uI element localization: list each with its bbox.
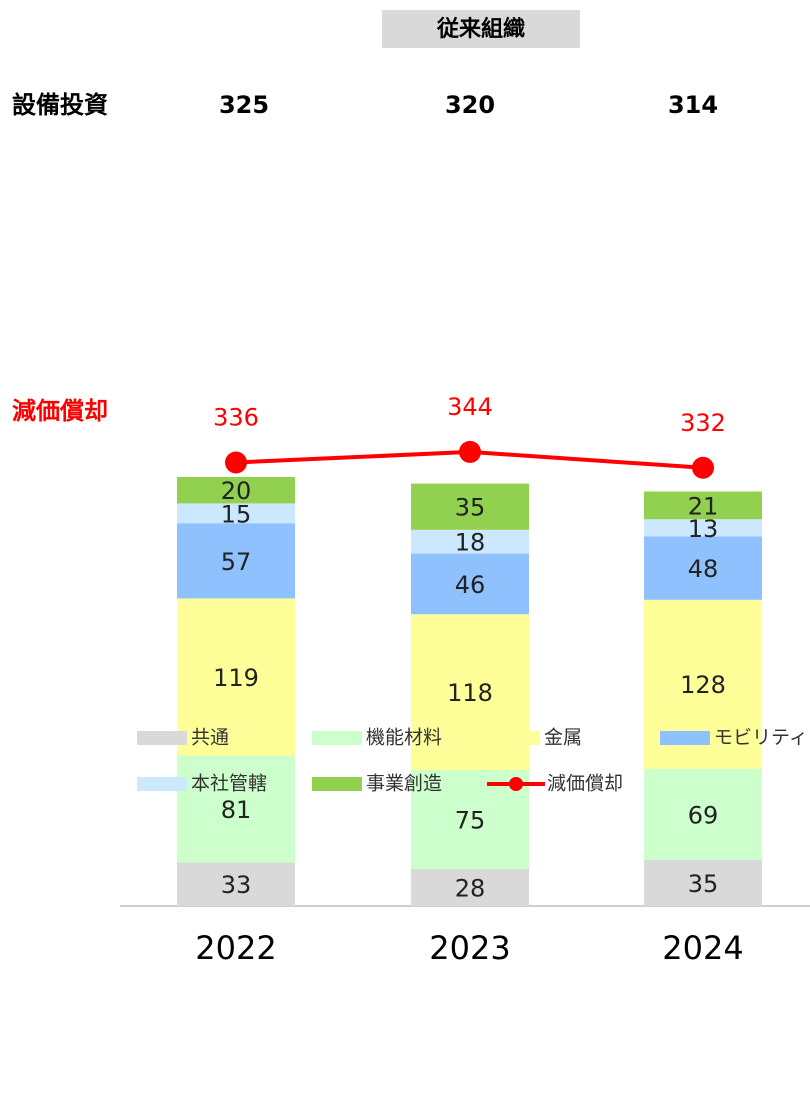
legend-label: 事業創造 — [366, 773, 442, 795]
bar-segment — [411, 483, 529, 530]
capex-value: 320 — [445, 91, 495, 119]
bar-segment — [644, 519, 762, 537]
data-label: 35 — [688, 870, 719, 898]
legend-marker — [509, 777, 523, 791]
header: 従来組織 — [436, 16, 525, 42]
bar-segment — [644, 859, 762, 906]
data-label: 75 — [455, 807, 486, 835]
data-label: 119 — [213, 664, 259, 692]
capex-value: 325 — [219, 91, 269, 119]
bar-segment — [177, 477, 295, 504]
x-tick-label: 2022 — [195, 929, 276, 967]
legend-swatch — [660, 731, 710, 745]
bar-segment — [177, 755, 295, 863]
bar-segment — [644, 768, 762, 860]
line-marker — [459, 440, 481, 463]
bar-segment — [177, 503, 295, 524]
legend-label: 機能材料 — [366, 727, 442, 749]
data-label: 18 — [455, 529, 486, 557]
x-tick-label: 2024 — [662, 929, 743, 967]
legend-label: 共通 — [191, 727, 229, 749]
data-label: 46 — [455, 571, 486, 599]
bar-segment — [411, 553, 529, 615]
bar-segment — [644, 536, 762, 600]
bar-segment — [411, 869, 529, 906]
legend-swatch — [312, 777, 362, 791]
capex-label: 設備投資 — [12, 91, 108, 119]
data-label: 128 — [680, 671, 726, 699]
data-label: 57 — [221, 548, 252, 576]
bar-segment — [644, 491, 762, 520]
legend-label: 本社管轄 — [191, 773, 267, 795]
line-data-label: 332 — [680, 409, 726, 437]
legend-swatch — [137, 777, 187, 791]
data-label: 33 — [221, 871, 252, 899]
line-label: 減価償却 — [12, 397, 108, 425]
header-box — [382, 10, 580, 48]
data-label: 118 — [447, 679, 493, 707]
data-label: 81 — [221, 796, 252, 824]
legend-label: モビリティ — [714, 727, 808, 749]
data-label: 35 — [455, 494, 486, 522]
legend-label: 金属 — [544, 727, 582, 749]
bar-segment — [177, 598, 295, 756]
bar-segment — [177, 862, 295, 906]
line-marker — [692, 456, 714, 479]
data-label: 13 — [688, 515, 719, 543]
legend-label: 減価償却 — [547, 773, 623, 795]
bar-segment — [411, 770, 529, 870]
bar-segment — [411, 529, 529, 554]
data-label: 48 — [688, 555, 719, 583]
legend-swatch — [137, 731, 187, 745]
bar-segment — [177, 523, 295, 599]
data-label: 15 — [221, 500, 252, 528]
data-label: 20 — [221, 477, 252, 505]
data-label: 21 — [688, 492, 719, 520]
capex-value: 314 — [668, 91, 718, 119]
x-tick-label: 2023 — [429, 929, 510, 967]
data-label: 28 — [455, 875, 486, 903]
data-label: 69 — [688, 801, 719, 829]
legend-swatch — [312, 731, 362, 745]
legend-swatch — [490, 731, 540, 745]
line-marker — [225, 451, 247, 474]
line-data-label: 336 — [213, 403, 259, 431]
line-data-label: 344 — [447, 393, 493, 421]
